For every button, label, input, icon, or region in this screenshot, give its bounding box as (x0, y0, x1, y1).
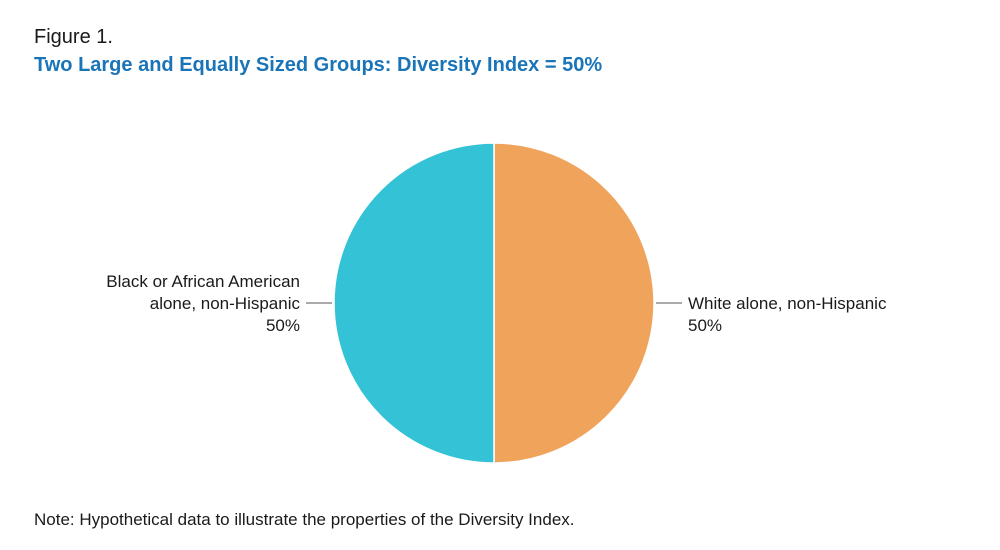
slice-label-black: alone, non-Hispanic (150, 294, 301, 313)
slice-label-white: White alone, non-Hispanic (688, 294, 887, 313)
chart-title: Two Large and Equally Sized Groups: Dive… (34, 54, 603, 76)
slice-label-black: Black or African American (106, 272, 300, 291)
pie-slice-white (493, 142, 655, 464)
figure-label: Figure 1. (34, 26, 113, 48)
slice-value-label-black: 50% (266, 316, 300, 335)
pie-slices (333, 142, 655, 464)
slice-labels: White alone, non-Hispanic 50% Black or Afr… (106, 272, 887, 335)
pie-slice-black (333, 142, 495, 464)
chart-note: Note: Hypothetical data to illustrate th… (34, 510, 575, 529)
slice-value-label-white: 50% (688, 316, 722, 335)
